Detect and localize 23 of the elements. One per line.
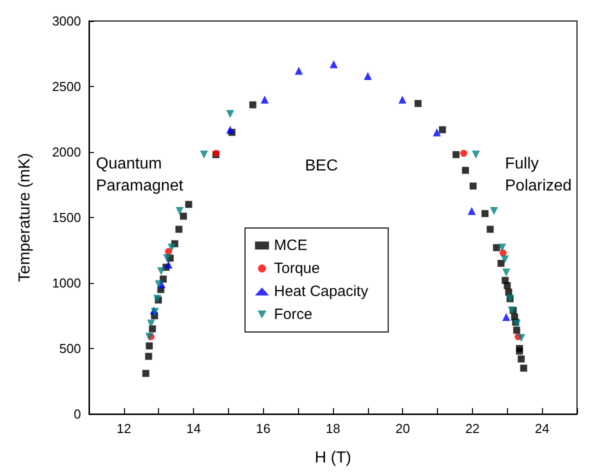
- annotation: BEC: [305, 158, 338, 174]
- x-tick-label: 22: [465, 421, 480, 436]
- legend-label: MCE: [274, 237, 308, 254]
- y-tick-label: 500: [59, 341, 81, 356]
- y-axis-title: Temperature (mK): [16, 153, 34, 282]
- x-axis-title: H (T): [314, 450, 352, 466]
- y-tick-label: 2500: [52, 79, 81, 94]
- annotation: Fully Polarized: [505, 156, 572, 194]
- x-tick-label: 12: [116, 421, 132, 436]
- legend-label: Torque: [274, 260, 320, 277]
- y-tick-label: 3000: [52, 14, 81, 28]
- annotation: Quantum Paramagnet: [96, 156, 184, 194]
- x-tick-label: 14: [186, 421, 201, 436]
- x-tick-label: 20: [395, 421, 410, 436]
- y-tick-label: 1500: [52, 210, 81, 225]
- x-tick-label: 16: [256, 421, 271, 436]
- y-tick-label: 2000: [52, 144, 81, 160]
- legend-label: Force: [274, 306, 312, 323]
- legend-label: Heat Capacity: [274, 283, 369, 300]
- y-tick-label: 1000: [52, 276, 81, 290]
- y-tick-label: 0: [74, 406, 81, 422]
- x-tick-label: 18: [326, 421, 340, 436]
- x-tick-label: 24: [534, 421, 550, 436]
